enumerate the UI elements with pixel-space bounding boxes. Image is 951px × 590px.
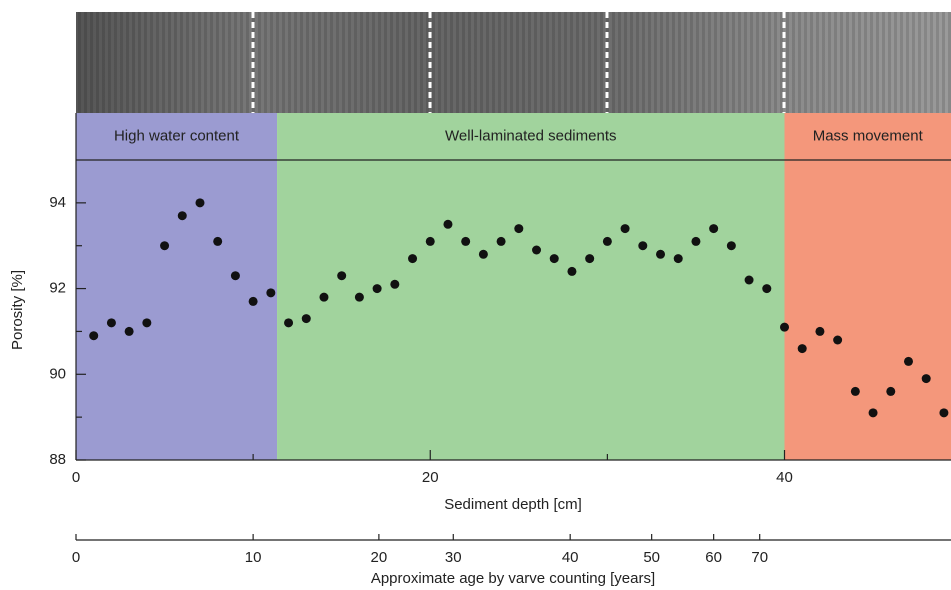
point: [478, 249, 488, 259]
age-tick-label: 70: [751, 549, 768, 566]
region: [784, 160, 951, 460]
point: [425, 236, 435, 246]
point: [797, 344, 807, 354]
region-header: [784, 113, 951, 160]
point: [780, 322, 790, 332]
age-tick-label: 10: [245, 549, 262, 566]
x-tick-label: 0: [72, 469, 80, 486]
point: [213, 236, 223, 246]
y-tick-label: 94: [49, 194, 66, 211]
age-tick-label: 30: [445, 549, 462, 566]
point: [815, 326, 825, 336]
region-label: Well-laminated sediments: [445, 127, 616, 144]
region-label: High water content: [114, 127, 240, 144]
core-image: [76, 12, 951, 113]
point: [195, 198, 205, 208]
point: [142, 318, 152, 328]
point: [319, 292, 329, 302]
y-tick-label: 92: [49, 280, 66, 297]
point: [656, 249, 666, 259]
y-tick-label: 88: [49, 451, 66, 468]
point: [354, 292, 364, 302]
point: [390, 279, 400, 289]
point: [850, 386, 860, 396]
point: [868, 408, 878, 418]
point: [762, 284, 772, 294]
point: [248, 296, 258, 306]
point: [124, 326, 134, 336]
point: [266, 288, 276, 298]
point: [177, 211, 187, 221]
x-tick-label: 20: [422, 469, 439, 486]
point: [549, 254, 559, 264]
point: [532, 245, 542, 255]
point: [301, 314, 311, 324]
y-axis-title: Porosity [%]: [9, 270, 26, 350]
point: [284, 318, 294, 328]
point: [496, 236, 506, 246]
point: [230, 271, 240, 281]
region-header: [76, 113, 278, 160]
age-tick-label: 20: [371, 549, 388, 566]
x-tick-label: 40: [776, 469, 793, 486]
point: [443, 219, 453, 229]
point: [726, 241, 736, 251]
point: [567, 266, 577, 276]
point: [921, 374, 931, 384]
point: [585, 254, 595, 264]
point: [709, 224, 719, 234]
point: [89, 331, 99, 341]
point: [620, 224, 630, 234]
y-tick-label: 90: [49, 365, 66, 382]
point: [160, 241, 170, 251]
point: [461, 236, 471, 246]
point: [372, 284, 382, 294]
point: [638, 241, 648, 251]
age-axis-title: Approximate age by varve counting [years…: [371, 570, 655, 587]
region-header: [277, 113, 785, 160]
point: [673, 254, 683, 264]
age-tick-label: 40: [562, 549, 579, 566]
point: [602, 236, 612, 246]
age-tick-label: 60: [705, 549, 722, 566]
region: [76, 160, 278, 460]
point: [886, 386, 896, 396]
point: [408, 254, 418, 264]
region: [277, 160, 785, 460]
x-axis-title: Sediment depth [cm]: [444, 496, 582, 513]
point: [337, 271, 347, 281]
point: [744, 275, 754, 285]
point: [939, 408, 949, 418]
point: [903, 356, 913, 366]
region-label: Mass movement: [813, 127, 924, 144]
point: [106, 318, 116, 328]
age-tick-label: 50: [643, 549, 660, 566]
age-tick-label: 0: [72, 549, 80, 566]
point: [691, 236, 701, 246]
point: [514, 224, 524, 234]
point: [833, 335, 843, 345]
